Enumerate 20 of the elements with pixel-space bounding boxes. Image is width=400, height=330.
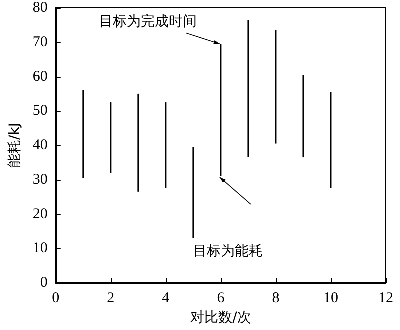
annotation: 目标为能耗 [192,243,263,260]
y-tick-label: 80 [32,0,48,16]
x-tick-label: 0 [52,290,60,306]
y-tick-label: 30 [32,172,48,188]
y-tick-label: 50 [32,103,48,120]
x-tick-label: 10 [323,290,338,306]
y-tick-label: 20 [32,206,48,222]
x-tick-label: 8 [272,290,280,306]
x-tick-label: 12 [378,290,394,306]
y-tick-label: 60 [32,68,48,85]
x-tick-label: 6 [217,290,226,306]
y-axis-title: 能耗/kJ [7,123,23,168]
y-tick-label: 70 [32,34,48,50]
annotation: 目标为完成时间 [98,14,197,30]
y-tick-label: 10 [32,240,48,257]
x-axis-title: 对比数/次 [190,310,252,326]
x-tick-label: 4 [162,290,170,306]
y-tick-label: 0 [40,275,48,291]
y-tick-label: 40 [32,138,48,154]
x-tick-label: 2 [107,290,115,306]
